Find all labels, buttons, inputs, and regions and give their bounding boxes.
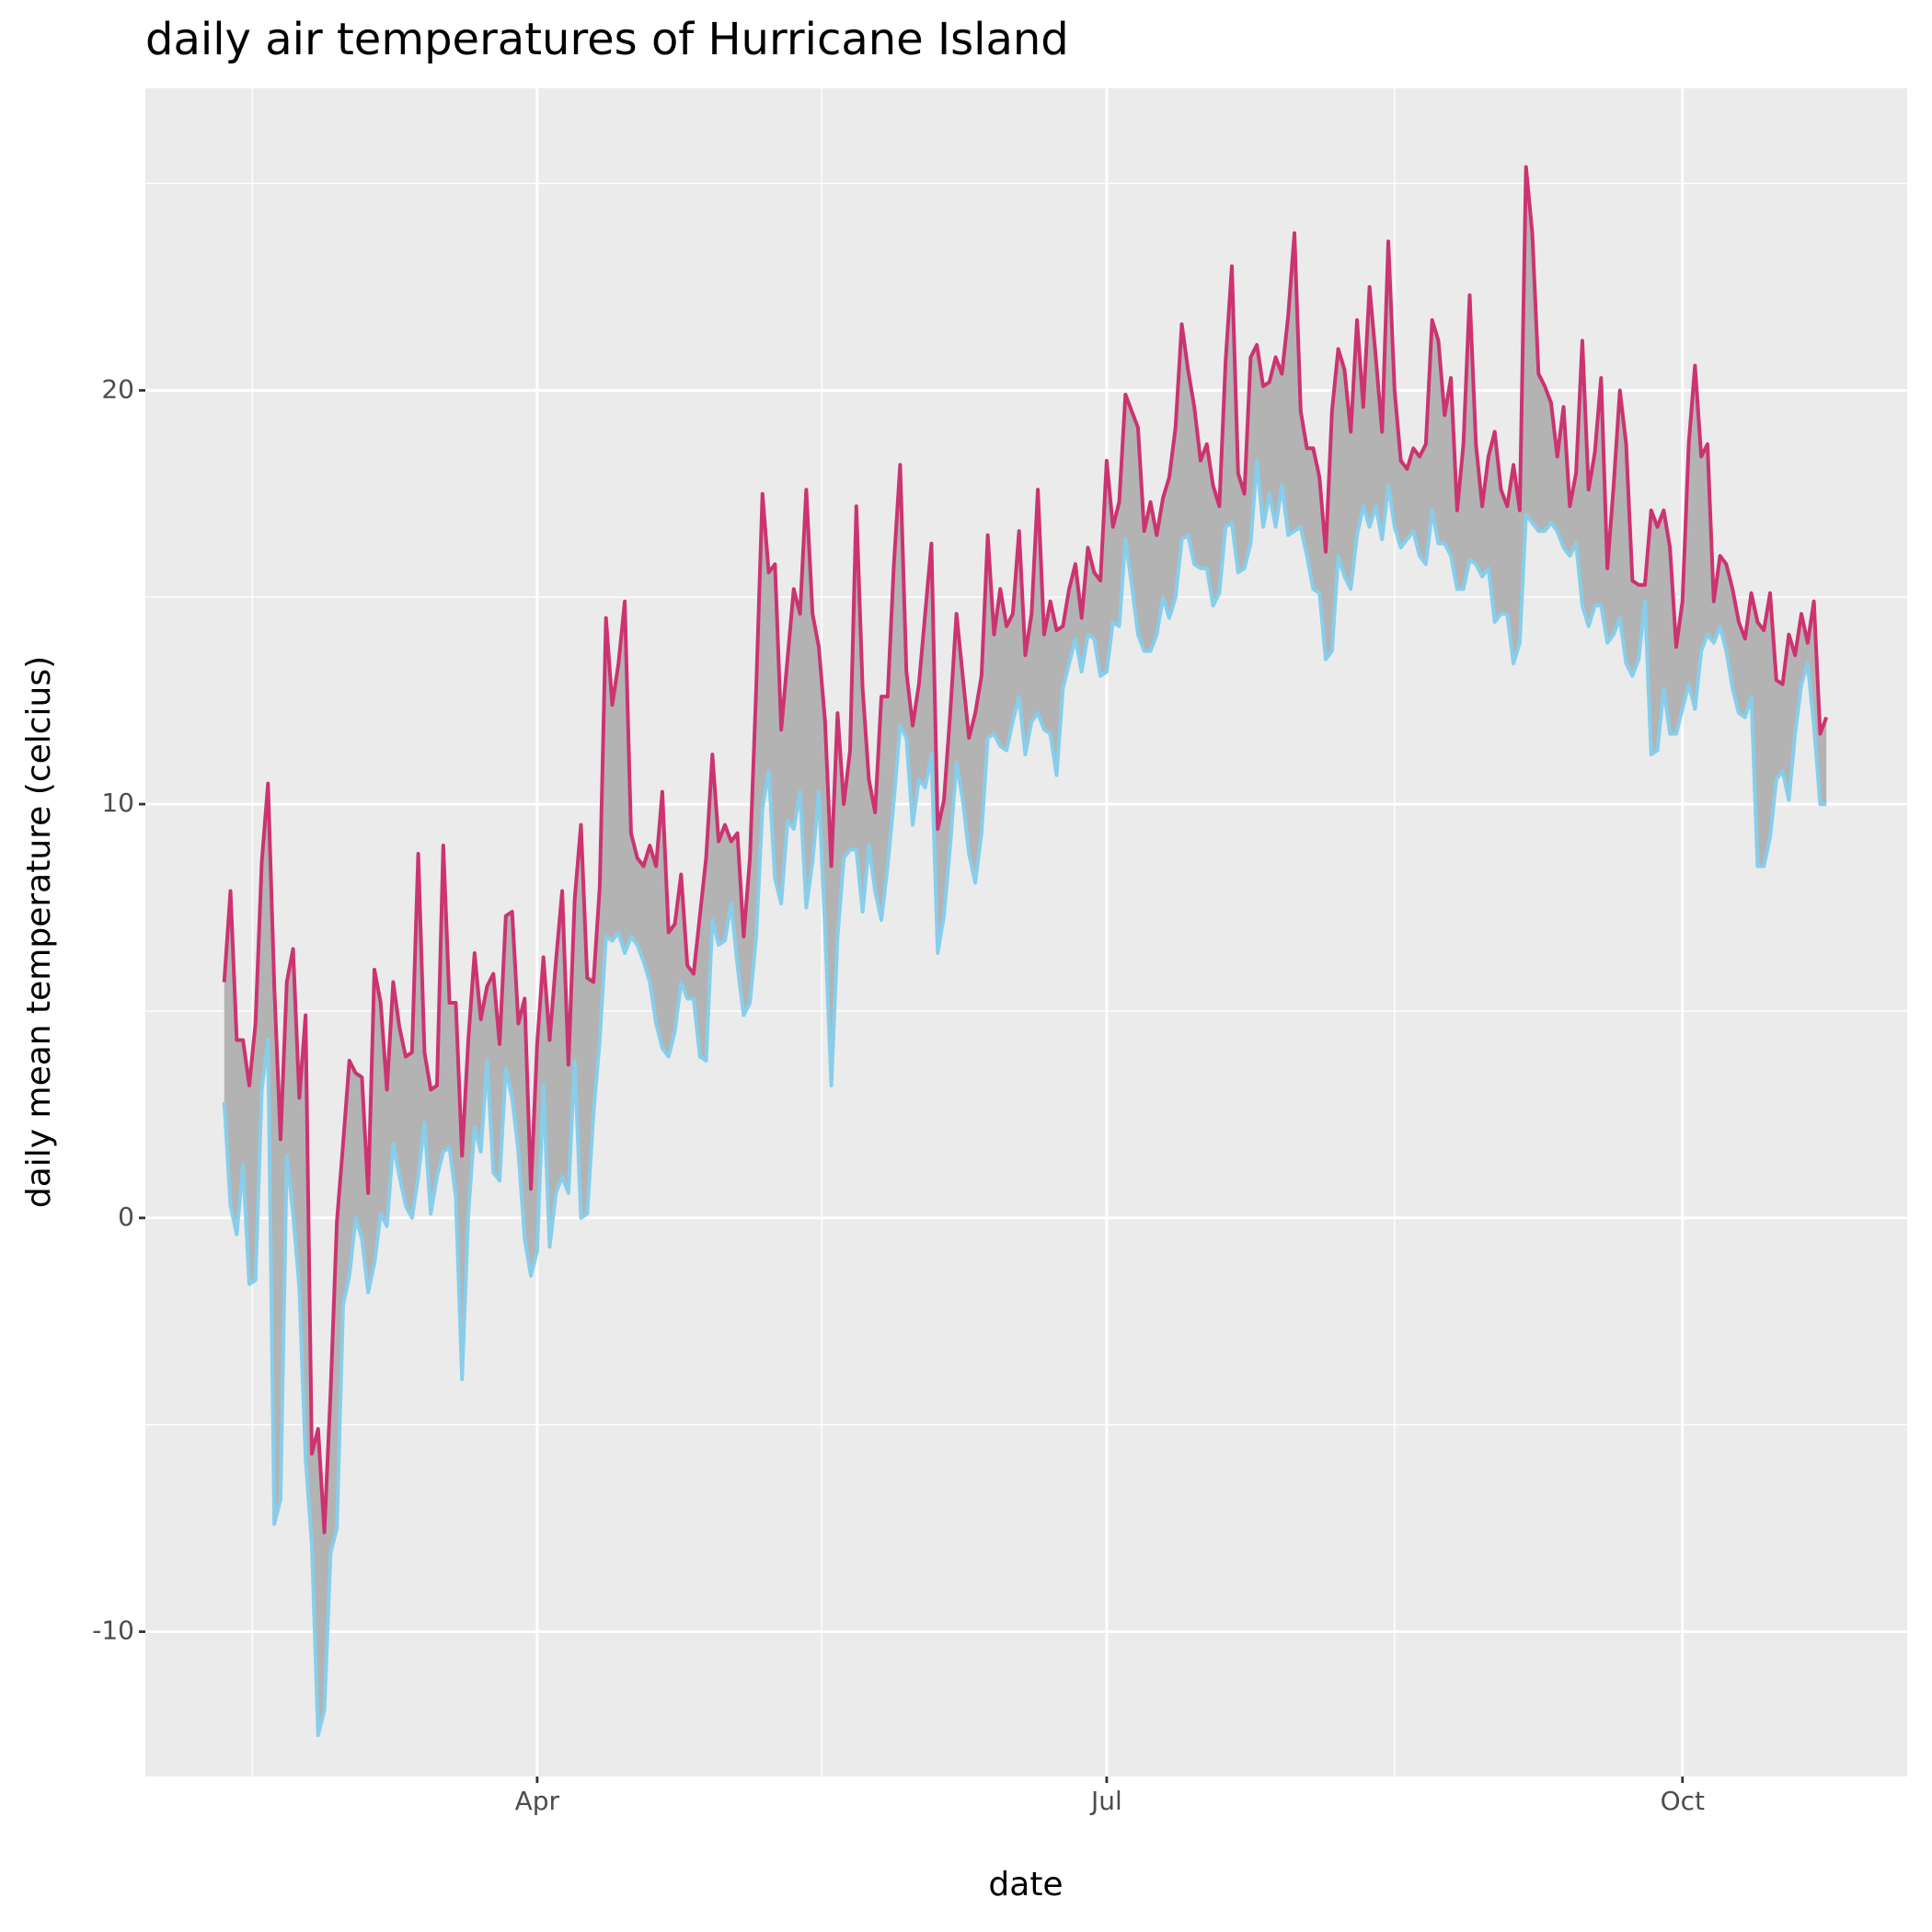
y-tick-label: 10 — [101, 788, 134, 818]
x-tick-label: Oct — [1661, 1786, 1705, 1816]
panel — [145, 88, 1907, 1777]
x-tick-label: Jul — [1089, 1786, 1122, 1816]
series-line — [222, 458, 1827, 1738]
chart-title: daily air temperatures of Hurricane Isla… — [145, 14, 1069, 65]
marks — [222, 165, 1829, 1738]
x-axis-label: date — [988, 1866, 1063, 1903]
y-tick-label: -10 — [92, 1616, 134, 1646]
y-axis-label: daily mean temperature (celcius) — [20, 656, 58, 1208]
y-tick-label: 0 — [118, 1202, 134, 1232]
x-tick-label: Apr — [515, 1786, 560, 1816]
y-tick-label: 20 — [101, 374, 134, 404]
series-line — [222, 165, 1829, 1535]
grid — [145, 88, 1907, 1777]
